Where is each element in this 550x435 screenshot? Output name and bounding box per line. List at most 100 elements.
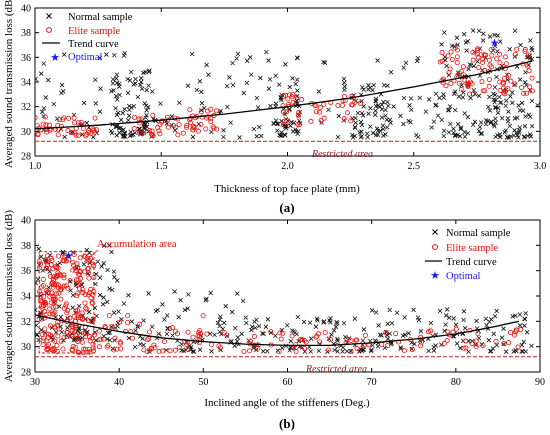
elite-sample-point: [91, 127, 97, 133]
elite-sample-point: [180, 130, 186, 136]
normal-sample-point: [461, 90, 466, 95]
optimal-point-a: ★: [490, 38, 500, 50]
elite-sample-point: [493, 338, 499, 344]
elite-sample-point: [106, 313, 112, 319]
elite-sample-point: [60, 117, 66, 123]
normal-sample-point: [517, 312, 523, 317]
elite-sample-point: [75, 290, 81, 296]
normal-sample-point: [519, 348, 525, 354]
normal-sample-point: [273, 333, 278, 339]
normal-sample-point: [504, 134, 510, 140]
normal-sample-point: [492, 313, 498, 319]
normal-sample-point: [58, 324, 63, 329]
elite-sample-point: [81, 350, 87, 356]
elite-sample-point: [418, 339, 424, 345]
data-marks-a: ★: [35, 28, 540, 142]
normal-sample-point: [276, 82, 282, 87]
y-tick-label-a: 36: [21, 53, 31, 64]
normal-sample-point: [517, 323, 523, 328]
normal-sample-point: [443, 313, 449, 318]
normal-sample-point: [114, 72, 120, 78]
normal-sample-point: [240, 298, 246, 304]
normal-sample-point: [126, 292, 131, 298]
elite-sample-point: [479, 79, 485, 85]
normal-sample-point: [494, 342, 500, 348]
normal-sample-point: [493, 104, 498, 110]
elite-sample-point: [149, 132, 155, 138]
elite-sample-point: [196, 340, 202, 346]
normal-sample-point: [172, 289, 177, 294]
elite-sample-point: [205, 114, 211, 120]
normal-sample-point: [101, 243, 107, 249]
elite-sample-point: [321, 115, 327, 121]
elite-sample-point: [379, 341, 385, 347]
normal-sample-point: [120, 110, 126, 116]
normal-sample-point: [253, 347, 259, 353]
normal-sample-point: [375, 58, 380, 63]
elite-sample-point: [161, 339, 167, 345]
normal-sample-point: [359, 98, 364, 104]
normal-sample-point: [464, 48, 469, 53]
normal-sample-point: [451, 126, 456, 132]
optimal-point-b: ★: [64, 250, 74, 262]
normal-sample-point: [265, 317, 271, 322]
normal-sample-point: [510, 314, 516, 319]
elite-sample-point: [505, 86, 511, 92]
normal-sample-point: [41, 106, 47, 111]
normal-sample-point: [263, 324, 269, 330]
elite-sample-point: [290, 99, 296, 105]
elite-sample-point: [447, 66, 453, 72]
normal-sample-point: [116, 81, 122, 87]
normal-sample-point: [142, 124, 147, 130]
elite-sample-point: [184, 125, 190, 131]
elite-sample-point: [59, 285, 65, 291]
elite-sample-point: [285, 96, 291, 102]
elite-sample-point: [48, 300, 54, 306]
elite-sample-point: [167, 348, 173, 354]
elite-sample-point: [473, 338, 479, 344]
elite-sample-point: [284, 118, 290, 124]
elite-sample-point: [469, 340, 475, 346]
normal-sample-point: [359, 110, 365, 116]
elite-sample-point: [301, 345, 307, 351]
elite-sample-point: [79, 310, 85, 316]
normal-sample-point: [368, 338, 373, 344]
normal-sample-point: [426, 97, 432, 102]
elite-sample-point: [293, 349, 299, 355]
normal-sample-point: [249, 324, 255, 330]
normal-sample-point: [97, 275, 103, 280]
normal-sample-point: [217, 323, 222, 329]
elite-sample-point: [268, 329, 274, 335]
normal-sample-point: [492, 123, 497, 129]
elite-sample-point: [54, 349, 60, 355]
elite-sample-point: [384, 343, 390, 349]
elite-sample-point: [44, 288, 50, 294]
normal-sample-point: [146, 69, 152, 75]
elite-sample-point: [508, 329, 514, 335]
normal-sample-point: [516, 135, 521, 140]
normal-sample-point: [230, 82, 236, 88]
normal-sample-point: [110, 77, 116, 82]
normal-sample-point: [371, 82, 377, 88]
normal-sample-point: [147, 68, 152, 74]
elite-sample-point: [51, 299, 57, 305]
elite-sample-point: [50, 274, 56, 280]
elite-sample-point: [393, 331, 399, 337]
elite-sample-point: [449, 57, 455, 63]
elite-sample-point: [296, 122, 302, 128]
normal-sample-point: [477, 124, 483, 130]
normal-sample-point: [135, 94, 141, 100]
elite-sample-point: [54, 342, 60, 348]
normal-sample-point: [372, 112, 378, 118]
elite-sample-point: [339, 102, 345, 108]
normal-sample-point: [123, 134, 128, 139]
elite-sample-point: [56, 253, 62, 259]
normal-sample-point: [199, 108, 204, 113]
normal-sample-point: [191, 349, 197, 354]
normal-sample-point: [252, 319, 257, 324]
normal-sample-point: [472, 119, 478, 125]
elite-sample-point: [40, 276, 46, 282]
elite-sample-point: [529, 75, 535, 81]
normal-sample-point: [333, 324, 339, 330]
elite-sample-point: [39, 284, 45, 290]
